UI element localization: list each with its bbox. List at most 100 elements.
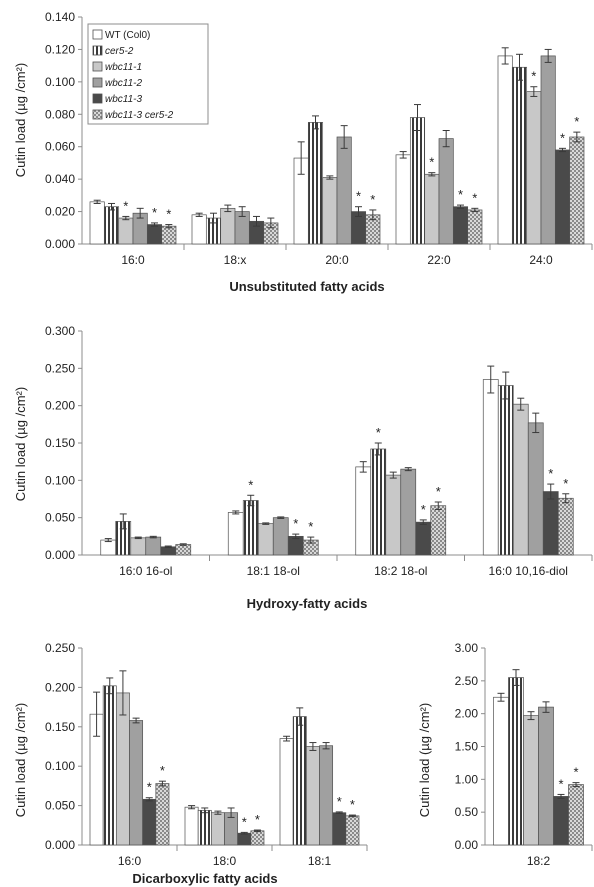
plot-area: 0.000 0.020 0.040 0.060 0.080 0.100 0.120 0.140…	[45, 10, 593, 267]
x-tick-label: 18:0	[213, 854, 237, 868]
bar-wbc11-1	[210, 812, 225, 846]
significance-star: *	[370, 192, 375, 207]
significance-star: *	[356, 189, 361, 204]
bar-wbc11-2	[145, 536, 162, 556]
significance-star: *	[242, 814, 247, 829]
bar-cer5-2	[197, 809, 212, 846]
significance-star: *	[308, 519, 313, 534]
legend-label-wbc11-3: wbc11-3	[105, 94, 142, 105]
bar-wbc11-1	[220, 207, 236, 245]
bar-wt	[493, 696, 509, 846]
significance-star: *	[429, 155, 434, 170]
y-tick-label: 0.00	[455, 838, 479, 852]
x-tick-label: 18:x	[224, 253, 247, 267]
plot-area: 0.000 0.050 0.100 0.150 0.200 0.250 0.300 16:0 …	[45, 324, 593, 578]
plot-area: 0.00 0.50 1.00 1.50 2.00 2.50 3.00 18:2 * *	[455, 641, 593, 868]
bar-wbc11-2	[438, 138, 454, 245]
significance-star: *	[563, 476, 568, 491]
significance-star: *	[573, 765, 578, 780]
significance-star: *	[472, 190, 477, 205]
bar-wbc11-3	[332, 812, 347, 846]
significance-star: *	[152, 205, 157, 220]
x-tick-label: 18:2 18-ol	[374, 564, 427, 578]
bar-wbc11-3-cer5-2	[175, 544, 192, 556]
significance-star: *	[160, 763, 165, 778]
significance-star: *	[458, 187, 463, 202]
bar-wbc11-3	[542, 491, 559, 556]
bar-wt	[497, 55, 513, 245]
y-tick-label: 0.020	[45, 205, 75, 219]
bar-cer5-2	[508, 677, 524, 846]
bar-wbc11-2	[336, 136, 352, 245]
y-tick-label: 0.200	[45, 399, 75, 413]
significance-star: *	[337, 794, 342, 809]
legend-swatch-wbc11-1	[92, 61, 103, 72]
x-axis-title: Unsubstituted fatty acids	[229, 279, 384, 294]
bar-cer5-2	[103, 206, 120, 245]
significance-star: *	[436, 484, 441, 499]
y-tick-label: 0.50	[455, 805, 479, 819]
y-tick-label: 0.060	[45, 140, 75, 154]
bar-wbc11-3	[287, 535, 304, 556]
significance-star: *	[560, 130, 565, 145]
y-tick-label: 2.00	[455, 707, 479, 721]
legend-label-cer5-2: cer5-2	[105, 46, 134, 57]
bar-wt	[184, 806, 199, 846]
significance-star: *	[558, 776, 563, 791]
y-tick-label: 0.000	[45, 548, 75, 562]
legend: WT (Col0) cer5-2 wbc11-1 wbc11-2 wbc11-3…	[87, 23, 209, 125]
bar-cer5-2	[497, 385, 514, 556]
x-tick-label: 16:0	[118, 854, 142, 868]
y-tick-label: 0.250	[45, 361, 75, 375]
y-axis-title: Cutin load (µg /cm²)	[13, 387, 28, 501]
y-tick-label: 0.100	[45, 75, 75, 89]
bar-wbc11-3	[142, 798, 157, 846]
bar-wbc11-2	[272, 517, 289, 556]
y-tick-label: 0.000	[45, 237, 75, 251]
x-tick-label: 22:0	[427, 253, 451, 267]
legend-swatch-wbc11-3-cer5-2	[92, 109, 103, 120]
bar-wt	[279, 738, 294, 846]
y-tick-label: 1.00	[455, 772, 479, 786]
y-tick-label: 0.300	[45, 324, 75, 338]
bar-wbc11-3-cer5-2	[155, 783, 170, 846]
bar-wbc11-2	[400, 468, 417, 556]
bar-wbc11-1	[305, 746, 320, 846]
bar-wbc11-3-cer5-2	[569, 136, 585, 245]
y-tick-label: 2.50	[455, 674, 479, 688]
y-tick-label: 0.080	[45, 107, 75, 121]
bar-wbc11-3	[415, 521, 432, 556]
legend-label-wbc11-2: wbc11-2	[105, 78, 142, 89]
bar-wbc11-2	[129, 720, 144, 846]
bar-wbc11-1	[257, 523, 274, 556]
significance-star: *	[574, 114, 579, 129]
significance-star: *	[166, 207, 171, 222]
plot-area: 0.000 0.050 0.100 0.150 0.200 0.250 16:0 * * 18:0…	[45, 641, 368, 868]
bar-wbc11-3	[553, 796, 569, 846]
bar-cer5-2	[292, 716, 307, 846]
bar-wbc11-2	[527, 422, 544, 556]
bar-wt	[355, 466, 372, 556]
legend-label-wt: WT (Col0)	[105, 30, 150, 41]
x-tick-label: 18:2	[527, 854, 551, 868]
chart-dicarboxylic: Cutin load (µg /cm²) 0.000 0.050 0.100 0.15…	[13, 641, 368, 886]
significance-star: *	[293, 516, 298, 531]
bar-wbc11-2	[540, 55, 556, 245]
bar-wbc11-3-cer5-2	[250, 830, 265, 846]
x-tick-label: 18:1	[308, 854, 332, 868]
bar-wbc11-3-cer5-2	[568, 784, 584, 846]
bar-wt	[100, 539, 117, 556]
x-tick-label: 16:0	[121, 253, 145, 267]
bar-wt	[227, 512, 244, 556]
y-tick-label: 0.000	[45, 838, 75, 852]
legend-swatch-wbc11-2	[92, 77, 103, 88]
bar-wbc11-1	[118, 217, 134, 245]
bar-cer5-2	[242, 500, 259, 556]
y-tick-label: 0.100	[45, 473, 75, 487]
legend-label-wbc11-1: wbc11-1	[105, 62, 142, 73]
y-tick-label: 1.50	[455, 740, 479, 754]
bar-wbc11-3	[554, 149, 571, 245]
significance-star: *	[548, 466, 553, 481]
bar-wbc11-3	[452, 206, 469, 245]
